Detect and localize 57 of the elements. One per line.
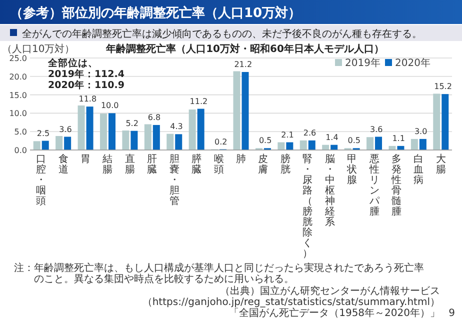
legend-label: 2019年 [345,57,380,69]
x-tick-label: 白血病 [414,153,424,186]
chart-subtitle: 全がんでの年齢調整死亡率は減少傾向であるものの、未だ予後不良のがん種も存在する。 [22,28,422,40]
y-tick-label: 10.0 [9,109,27,118]
x-tick-label: 膀胱 [280,153,290,176]
x-tick-label: 食道 [58,153,68,176]
data-label: 2.1 [281,130,294,140]
x-tick-label: 膵臓 [192,153,202,176]
text: のこと。異なる集団や時点を比較するために用いられる。 [34,273,294,285]
data-label: 2.6 [303,128,316,138]
text: 年齢調整死亡率（人口10万対・昭和60年日本人モデル人口） [105,43,384,55]
data-label: 5.2 [126,118,138,128]
annotation: 全部位は、 2019年：112.4 2020年：110.9 [47,57,125,91]
category-label: 腎・尿路（膀胱除く） [302,154,313,260]
x-tick-label: 胆嚢・胆管 [169,154,180,207]
legend-label: 2020年 [395,57,430,69]
x-tick-label: 胃 [80,154,91,165]
data-label: 4.3 [170,122,183,132]
y-tick-label: 5.0 [14,128,27,137]
y-tick-label: 20.0 [9,72,27,82]
text: 「全国がん死亡データ（1958年～2020年）」 [229,307,440,319]
text: （https://ganjoho.jp/reg_stat/statistics/stat/summary.html） [142,297,440,308]
chart-title: （参考）部位別の年齢調整死亡率（人口10万対） [10,5,302,21]
x-tick-label: 甲状腺 [346,154,358,186]
data-label: 0.5 [258,136,272,146]
data-label: 1.1 [392,134,405,143]
y-tick-label: 25.0 [9,54,27,63]
data-label: 21.2 [234,60,252,69]
data-label: 1.4 [326,132,338,142]
data-label: 3.6 [59,124,72,134]
data-label: 11.2 [190,96,208,106]
x-tick-label: 大腸 [436,153,446,176]
data-label: 10.0 [100,101,119,110]
x-tick-label: 脳・中枢神経系 [324,154,335,228]
x-tick-label: 肺 [236,153,246,165]
x-tick-label: 口腔・咽頭 [36,154,46,207]
y-tick-label: 0.0 [14,146,27,155]
text: 注：年齢調整死亡率は、もし人口構成が基準人口と同じだったら実現されたであろう死亡率 [14,262,424,274]
x-tick-label: 悪性リンパ腫 [368,154,380,218]
text: 9 [448,308,455,319]
data-label: 15.2 [434,82,452,92]
data-label: 0.5 [348,136,361,146]
x-tick-label: 喉頭 [214,154,224,176]
data-label: 11.8 [78,94,97,104]
data-label: 3.0 [414,126,428,136]
data-label: 0.2 [214,137,228,146]
x-tick-label: 結腸 [102,154,113,176]
y-axis-title: （人口10万対） [2,43,75,55]
x-tick-label: 肝臓 [147,154,158,176]
text: （出典）国立がん研究センターがん情報サービス [220,285,440,297]
data-label: 6.8 [148,112,161,122]
data-label: 2.5 [36,128,50,138]
x-tick-label: 皮膚 [258,153,268,176]
x-tick-label: 多発性骨髄腫 [390,153,402,218]
y-tick-label: 15.0 [9,90,27,100]
x-tick-label: 直腸 [124,153,135,176]
data-label: 3.6 [370,124,383,134]
